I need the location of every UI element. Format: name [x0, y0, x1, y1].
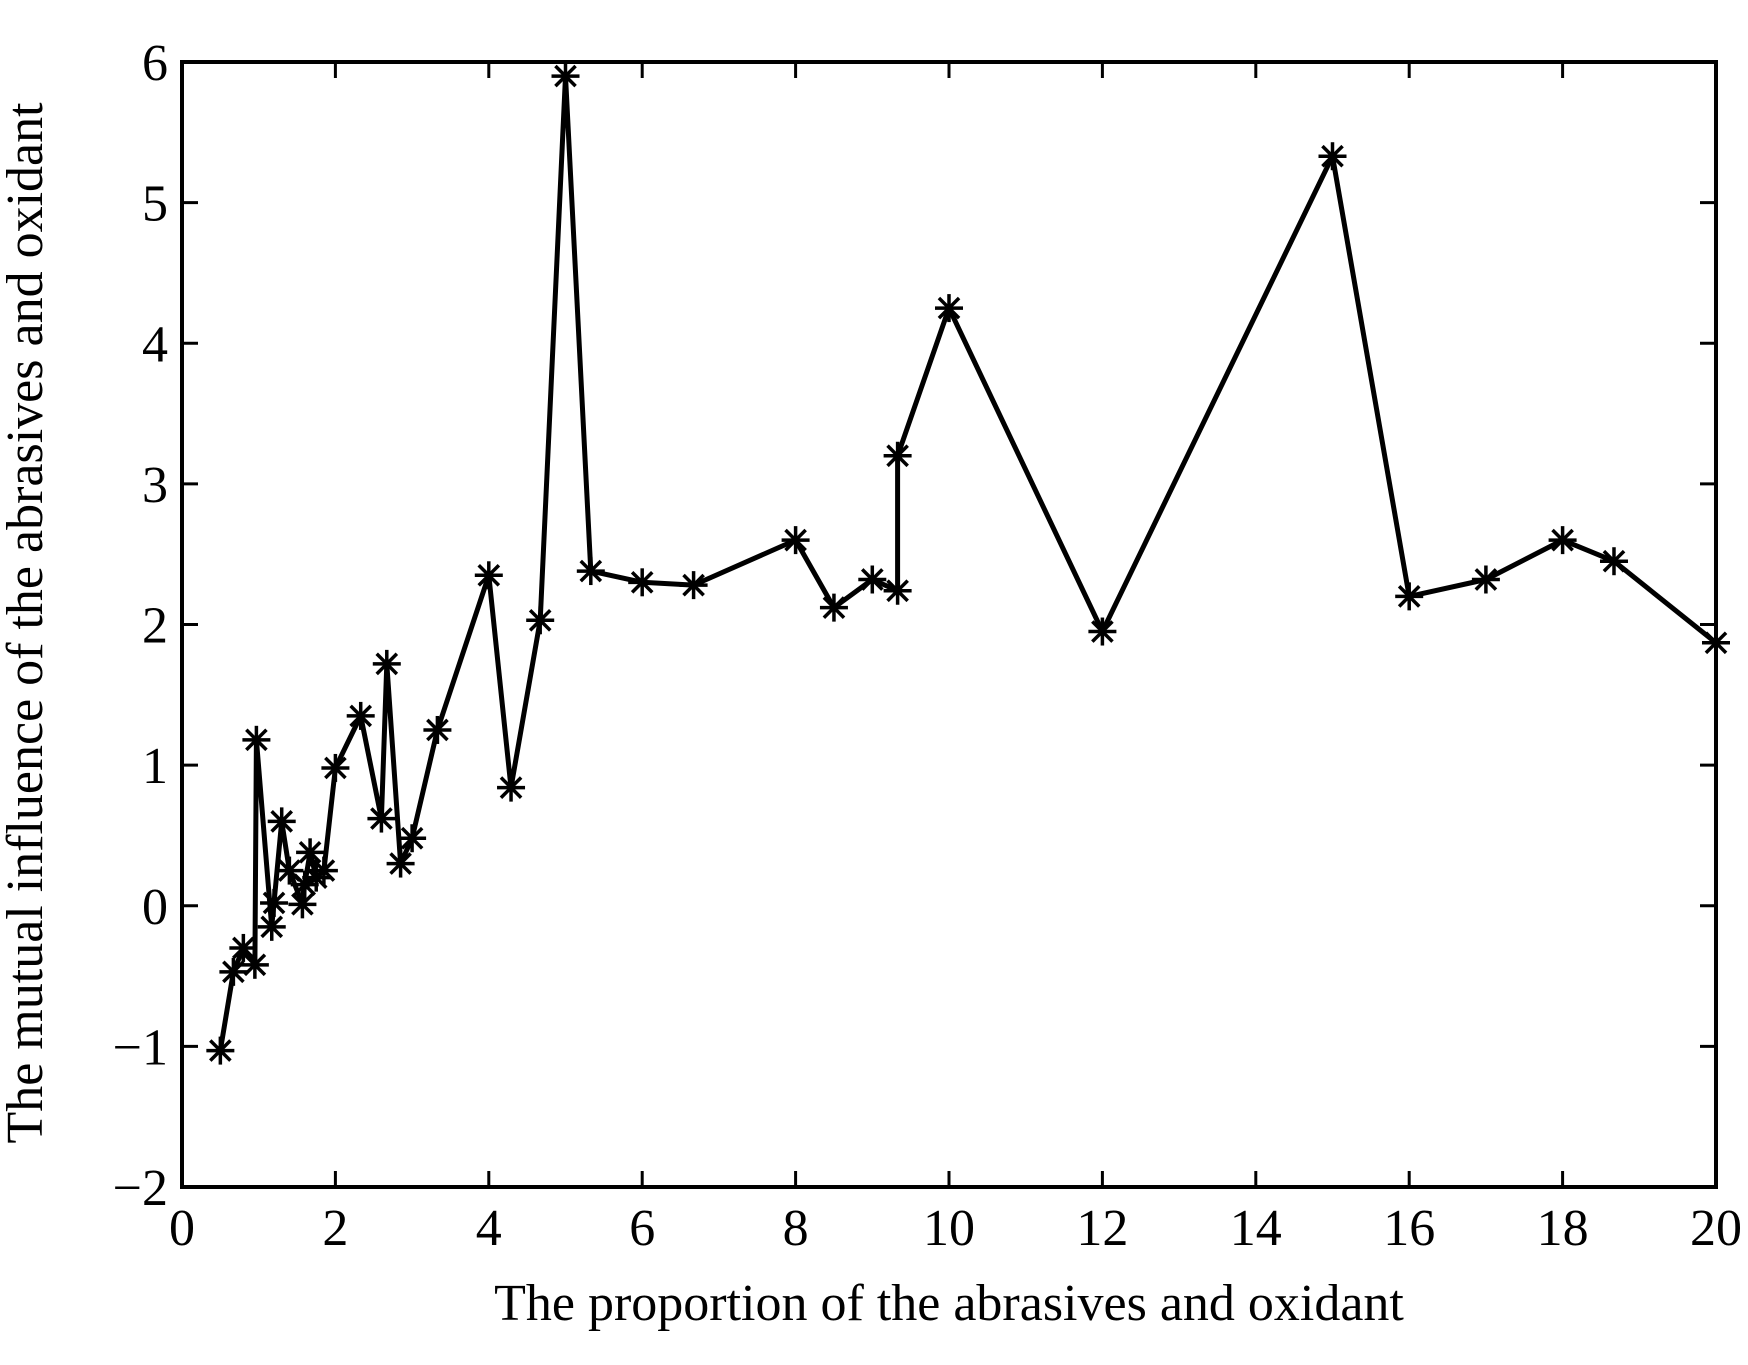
series-line	[217, 73, 1718, 1052]
y-tick-label: 4	[142, 316, 168, 373]
y-tick-label: −1	[113, 1019, 168, 1076]
data-point-marker	[1548, 526, 1577, 555]
y-tick-label: 3	[142, 457, 168, 514]
x-tick-label: 10	[923, 1200, 975, 1257]
x-tick-label: 20	[1690, 1200, 1742, 1257]
data-point-marker	[229, 933, 258, 962]
data-point-marker	[1599, 547, 1628, 576]
plot-area-frame	[180, 60, 1718, 1189]
data-point-marker	[1318, 142, 1347, 171]
data-point-marker	[883, 576, 912, 605]
data-point-marker	[219, 957, 248, 986]
data-point-marker	[240, 950, 269, 979]
y-tick-label: 1	[142, 738, 168, 795]
data-point-marker	[423, 715, 452, 744]
data-point-marker	[1471, 565, 1500, 594]
x-axis-title: The proportion of the abrasives and oxid…	[494, 1275, 1404, 1332]
data-point-marker	[628, 568, 657, 597]
x-tick-label: 8	[783, 1200, 809, 1257]
y-tick-label: 0	[142, 879, 168, 936]
x-tick-label: 4	[476, 1200, 502, 1257]
data-point-marker	[242, 725, 271, 754]
data-point-marker	[260, 888, 289, 917]
x-tick-label: 14	[1230, 1200, 1282, 1257]
x-tick-label: 2	[322, 1200, 348, 1257]
data-point-marker	[551, 62, 580, 91]
data-point-marker	[309, 856, 338, 885]
data-point-marker	[819, 593, 848, 622]
x-tick-label: 16	[1383, 1200, 1435, 1257]
data-point-marker	[858, 565, 887, 594]
data-point-marker	[386, 849, 415, 878]
x-tick-label: 0	[169, 1200, 195, 1257]
data-point-marker	[497, 773, 526, 802]
y-tick-label: 6	[142, 35, 168, 92]
data-point-marker	[257, 912, 286, 941]
data-point-marker	[1088, 617, 1117, 646]
y-tick-label: −2	[113, 1160, 168, 1217]
data-point-marker	[321, 753, 350, 782]
y-axis-title: The mutual influence of the abrasives an…	[0, 102, 54, 1144]
data-point-marker	[296, 838, 325, 867]
series-layer	[206, 62, 1730, 1065]
x-tick-label: 6	[629, 1200, 655, 1257]
y-tick-label: 2	[142, 598, 168, 655]
data-point-marker	[883, 441, 912, 470]
data-point-marker	[367, 804, 396, 833]
data-point-marker	[372, 649, 401, 678]
data-point-marker	[526, 606, 555, 635]
data-point-marker	[398, 824, 427, 853]
data-point-marker	[346, 701, 375, 730]
data-point-marker	[474, 561, 503, 590]
y-tick-label: 5	[142, 176, 168, 233]
data-point-marker	[206, 1036, 235, 1065]
data-point-marker	[576, 557, 605, 586]
data-point-marker	[935, 294, 963, 323]
x-tick-label: 18	[1537, 1200, 1589, 1257]
data-point-marker	[267, 807, 296, 836]
data-point-marker	[1395, 582, 1424, 611]
x-tick-label: 12	[1076, 1200, 1128, 1257]
data-point-marker	[288, 890, 317, 919]
ticks-layer	[180, 60, 1718, 1189]
data-point-marker	[781, 526, 810, 555]
data-point-marker	[679, 571, 708, 600]
